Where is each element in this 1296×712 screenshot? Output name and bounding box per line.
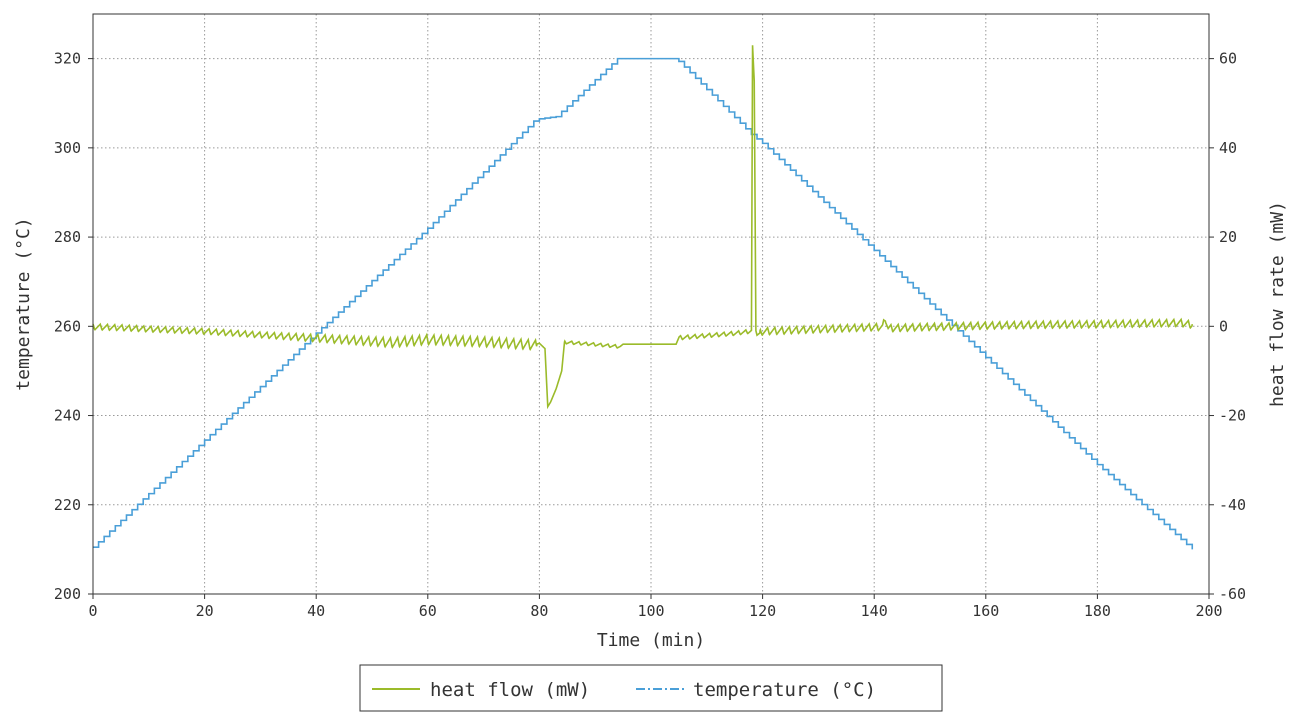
x-tick-label-5: 100	[637, 602, 664, 620]
x-tick-label-9: 180	[1084, 602, 1111, 620]
y-left-tick-label-6: 320	[54, 50, 81, 68]
grid	[93, 14, 1209, 594]
x-tick-label-7: 140	[861, 602, 888, 620]
y-right-tick-label-6: 60	[1219, 50, 1237, 68]
series-layer	[92, 45, 1194, 550]
x-tick-label-3: 60	[419, 602, 437, 620]
y-right-tick-label-4: 20	[1219, 228, 1237, 246]
x-tick-label-8: 160	[972, 602, 999, 620]
y-left-tick-label-3: 260	[54, 317, 81, 335]
x-tick-label-6: 120	[749, 602, 776, 620]
x-tick-label-2: 40	[307, 602, 325, 620]
y-right-axis-title: heat flow rate (mW)	[1267, 201, 1288, 407]
y-left-tick-label-2: 240	[54, 407, 81, 425]
legend: heat flow (mW) temperature (°C)	[359, 664, 943, 712]
legend-box	[359, 664, 943, 712]
y-left-axis-title: temperature (°C)	[13, 217, 34, 390]
ticks: 0 20 40 60 80 100 120 140 160 180 2002002202402602…	[54, 50, 1246, 620]
y-right-tick-label-5: 40	[1219, 139, 1237, 157]
y-left-tick-label-1: 220	[54, 496, 81, 514]
y-right-tick-label-0: -60	[1219, 585, 1246, 603]
legend-label-temperature: temperature (°C)	[693, 679, 876, 701]
y-right-tick-label-3: 0	[1219, 317, 1228, 335]
series-line-heat-flow	[92, 45, 1194, 410]
series-line-temperature	[93, 57, 1194, 550]
legend-label-heat-flow: heat flow (mW)	[430, 679, 590, 701]
axis-titles: Time (min) temperature (°C) heat flow ra…	[13, 201, 1288, 651]
y-left-tick-label-5: 300	[54, 139, 81, 157]
x-axis-title: Time (min)	[597, 630, 705, 651]
y-left-tick-label-0: 200	[54, 585, 81, 603]
x-tick-label-1: 20	[196, 602, 214, 620]
x-tick-label-10: 200	[1195, 602, 1222, 620]
x-tick-label-4: 80	[530, 602, 548, 620]
x-tick-label-0: 0	[88, 602, 97, 620]
y-right-tick-label-2: -20	[1219, 407, 1246, 425]
y-left-tick-label-4: 280	[54, 228, 81, 246]
y-right-tick-label-1: -40	[1219, 496, 1246, 514]
